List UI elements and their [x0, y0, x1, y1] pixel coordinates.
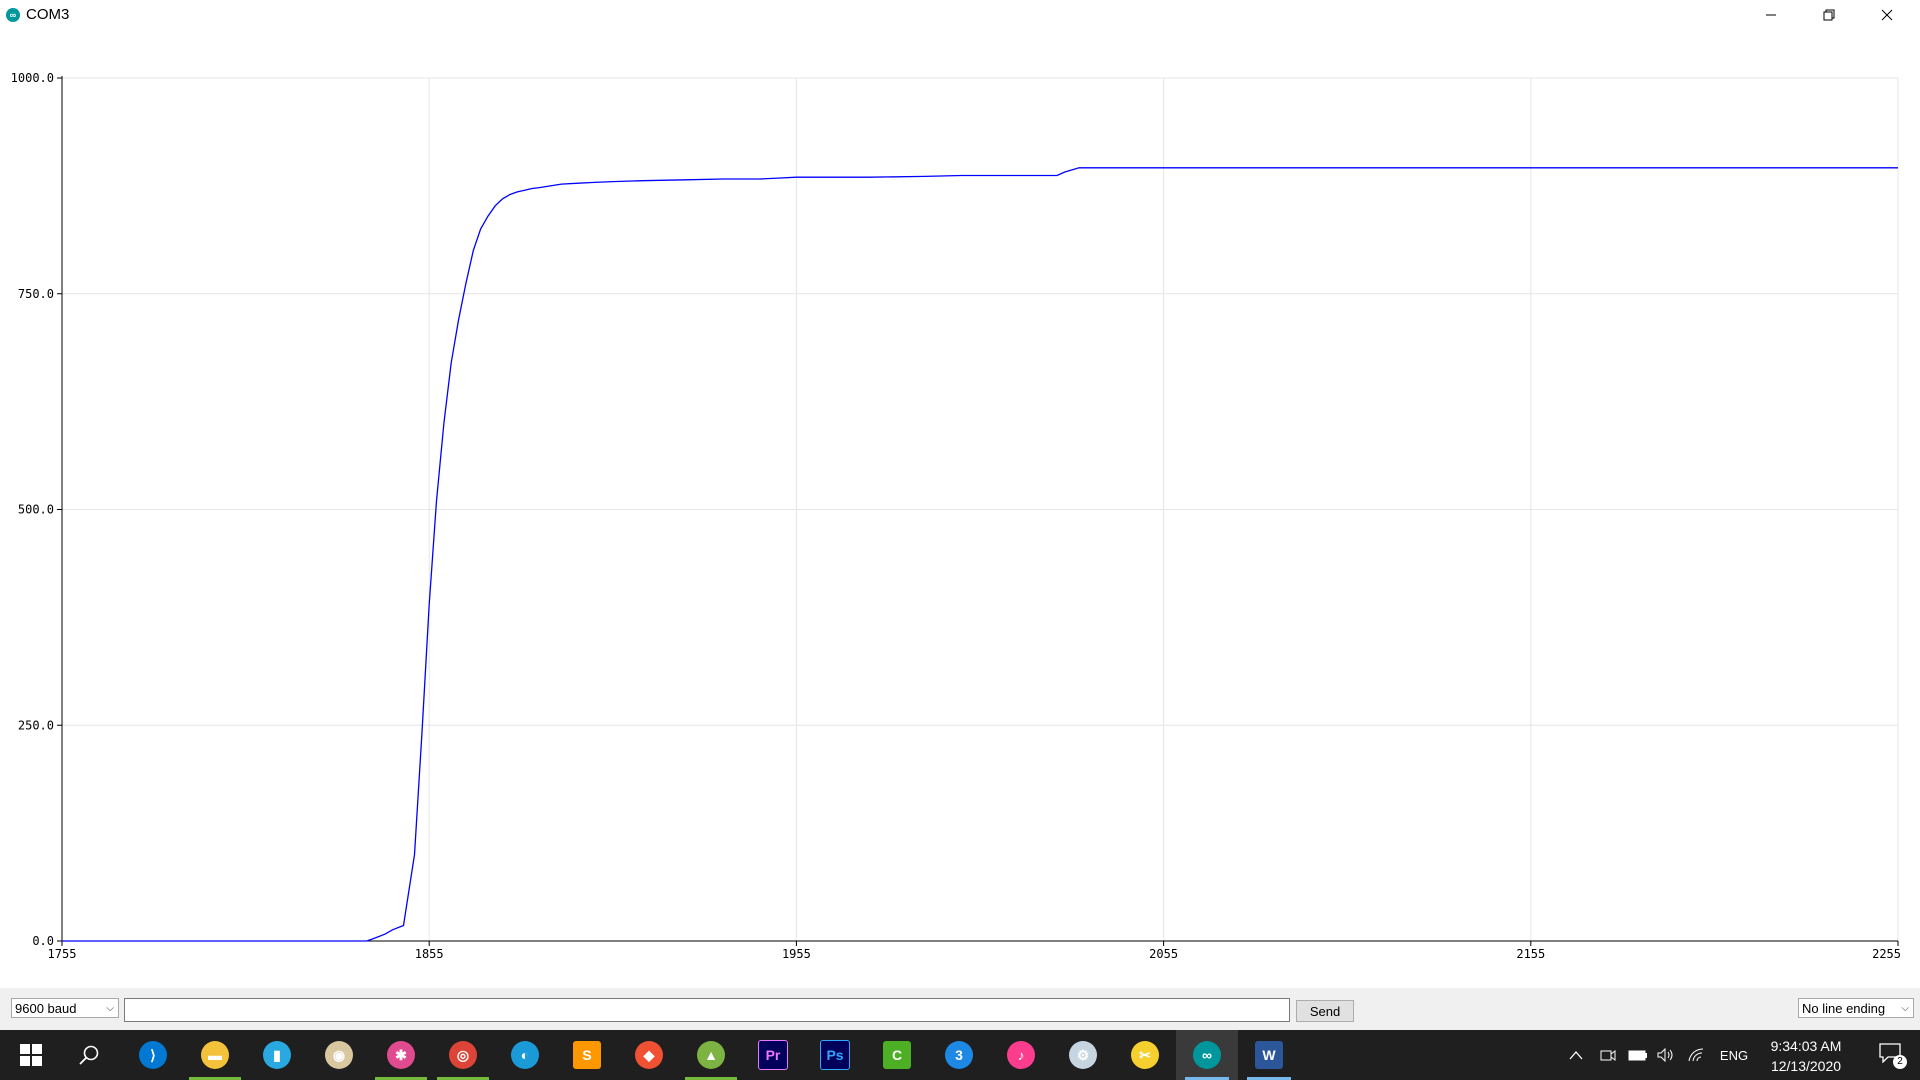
y-tick-label: 500.0: [18, 503, 54, 517]
close-button[interactable]: [1858, 0, 1916, 30]
taskbar-app-button[interactable]: ✱: [370, 1030, 432, 1080]
series-group: [62, 167, 1898, 942]
baud-rate-value: 9600 baud: [15, 1001, 77, 1016]
notification-count-badge: 2: [1893, 1055, 1907, 1069]
x-tick-label: 2255: [1872, 947, 1901, 960]
taskbar-app-button[interactable]: ◉: [308, 1030, 370, 1080]
y-tick-label: 0.0: [32, 934, 54, 948]
taskbar-app-button[interactable]: Pr: [742, 1030, 804, 1080]
taskbar-app-button[interactable]: ∞: [1176, 1030, 1238, 1080]
serial-controls-bar: 9600 baud ⌵ Send No line ending ⌵: [0, 988, 1920, 1030]
minimize-button[interactable]: [1742, 0, 1800, 30]
x-tick-label: 2155: [1516, 947, 1545, 960]
running-indicator: [1185, 1077, 1229, 1080]
chrome-icon: ◎: [449, 1041, 477, 1069]
axes: [61, 76, 1898, 942]
notifications-button[interactable]: 2: [1866, 1030, 1916, 1080]
x-tick-label: 1755: [48, 947, 77, 960]
camtasia-icon: C: [883, 1041, 911, 1069]
file-explorer-icon: ▬: [201, 1041, 229, 1069]
premiere-pro-icon: Pr: [758, 1040, 788, 1070]
y-axis-ticks: 0.0 250.0 500.0 750.0 1000.0: [11, 71, 62, 948]
taskbar-app-button[interactable]: ◐: [494, 1030, 556, 1080]
clock-time: 9:34:03 AM: [1770, 1038, 1842, 1054]
language-indicator[interactable]: ENG: [1719, 1047, 1749, 1063]
serial-plotter-chart: 0.0 250.0 500.0 750.0 1000.0 1755 1855 1955 205…: [11, 71, 1901, 960]
series-line-value: [62, 167, 1898, 942]
x-tick-label: 1855: [415, 947, 444, 960]
itunes-icon: ♪: [1007, 1041, 1035, 1069]
show-hidden-icons-button[interactable]: [1566, 1030, 1586, 1080]
running-indicator: [189, 1077, 241, 1080]
battery-icon[interactable]: [1626, 1030, 1650, 1080]
minimize-icon: [1766, 14, 1776, 16]
paint-palette-icon: ◉: [325, 1041, 353, 1069]
y-tick-label: 1000.0: [11, 71, 54, 85]
taskbar-app-button[interactable]: ▬: [184, 1030, 246, 1080]
close-icon: [1881, 9, 1893, 21]
running-indicator: [685, 1077, 737, 1080]
arduino-icon: ∞: [1193, 1041, 1221, 1069]
line-ending-value: No line ending: [1802, 1001, 1886, 1016]
x-tick-label: 2055: [1149, 947, 1178, 960]
number-3-app-icon: 3: [945, 1041, 973, 1069]
line-ending-select[interactable]: No line ending ⌵: [1798, 998, 1914, 1018]
taskbar-app-button[interactable]: ⟩: [122, 1030, 184, 1080]
running-indicator: [1247, 1077, 1291, 1080]
edge-icon: ◐: [511, 1041, 539, 1069]
paint-3d-icon: ✱: [387, 1041, 415, 1069]
restore-button[interactable]: [1800, 0, 1858, 30]
y-tick-label: 750.0: [18, 287, 54, 301]
photoshop-icon: Ps: [820, 1040, 850, 1070]
meet-now-icon[interactable]: [1598, 1030, 1618, 1080]
arduino-icon: ∞: [6, 8, 20, 22]
clock-date: 12/13/2020: [1770, 1058, 1842, 1074]
title-bar: ∞ COM3: [0, 0, 1920, 30]
x-tick-label: 1955: [782, 947, 811, 960]
visual-studio-code-icon: ⟩: [139, 1041, 167, 1069]
volume-icon[interactable]: [1654, 1030, 1678, 1080]
running-indicator: [437, 1077, 489, 1080]
wifi-icon[interactable]: [1684, 1030, 1708, 1080]
taskbar-app-button[interactable]: Ps: [804, 1030, 866, 1080]
windows-logo-icon: [20, 1044, 42, 1066]
taskbar-app-button[interactable]: ⚙: [1052, 1030, 1114, 1080]
sublime-text-icon: S: [573, 1041, 601, 1069]
taskbar-app-button[interactable]: ▲: [680, 1030, 742, 1080]
taskbar: ⟩ ▬ ▮ ◉ ✱ ◎ ◐ S ◆ ▲ Pr Ps C 3 ♪ ⚙ ✂ ∞ W ENG 9:34:03 AM 12/…: [0, 1030, 1920, 1080]
git-icon: ◆: [635, 1041, 663, 1069]
chevron-down-icon: ⌵: [106, 1003, 114, 1014]
action-center-icon: [1879, 1043, 1901, 1064]
search-button[interactable]: [58, 1030, 120, 1080]
window-title: COM3: [26, 6, 70, 23]
running-indicator: [375, 1077, 427, 1080]
taskbar-app-button[interactable]: ◎: [432, 1030, 494, 1080]
search-icon: [79, 1045, 99, 1065]
steam-icon: ⚙: [1069, 1041, 1097, 1069]
start-button[interactable]: [0, 1030, 62, 1080]
serial-input[interactable]: [124, 998, 1290, 1022]
tools-app-icon: ✂: [1131, 1041, 1159, 1069]
taskbar-app-button[interactable]: S: [556, 1030, 618, 1080]
chevron-down-icon: ⌵: [1901, 1003, 1909, 1014]
taskbar-app-button[interactable]: W: [1238, 1030, 1300, 1080]
taskbar-app-button[interactable]: ▮: [246, 1030, 308, 1080]
baud-rate-select[interactable]: 9600 baud ⌵: [11, 998, 119, 1018]
taskbar-app-button[interactable]: ◆: [618, 1030, 680, 1080]
taskbar-app-button[interactable]: ♪: [990, 1030, 1052, 1080]
taskbar-app-button[interactable]: 3: [928, 1030, 990, 1080]
grid-lines: [62, 77, 1899, 941]
chevron-up-icon: [1569, 1051, 1583, 1060]
send-button[interactable]: Send: [1296, 1000, 1354, 1022]
taskbar-app-button[interactable]: C: [866, 1030, 928, 1080]
word-icon: W: [1255, 1041, 1283, 1069]
restore-icon: [1823, 9, 1835, 21]
clock[interactable]: 9:34:03 AM 12/13/2020: [1756, 1036, 1856, 1076]
x-axis-ticks: 1755 1855 1955 2055 2155 2255: [48, 941, 1901, 960]
image-viewer-icon: ▲: [697, 1041, 725, 1069]
y-tick-label: 250.0: [18, 718, 54, 732]
clipboard-app-icon: ▮: [263, 1041, 291, 1069]
taskbar-app-button[interactable]: ✂: [1114, 1030, 1176, 1080]
